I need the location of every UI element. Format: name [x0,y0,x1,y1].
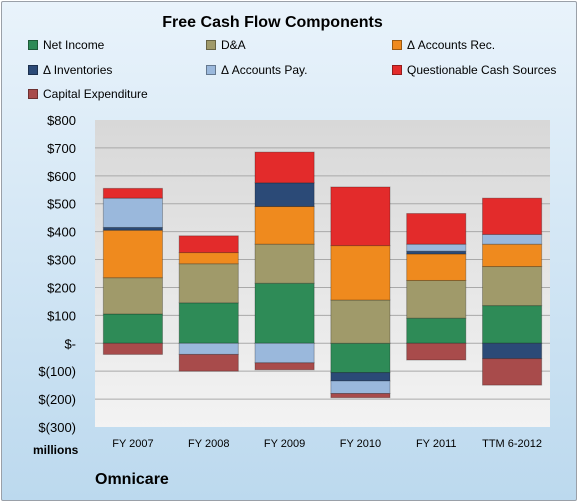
legend-label: Questionable Cash Sources [407,63,557,77]
bar-segment [254,243,315,284]
legend-item-inventories: Δ Inventories [28,62,112,78]
legend-item-questionable-cash: Questionable Cash Sources [392,62,556,78]
y-tick-label: $(100) [38,364,76,379]
legend-swatch [392,65,402,75]
chart-title: Free Cash Flow Components [162,14,383,31]
y-tick-label: $400 [47,225,76,240]
legend-item-accounts-rec: Δ Accounts Rec. [392,37,495,53]
units-label: millions [33,443,79,457]
bar-segment [178,263,239,304]
y-tick-label: $- [64,336,76,351]
bar-segment [482,305,543,344]
bar-segment [102,187,163,199]
y-tick-label: $(200) [38,392,76,407]
bar-segment [482,358,543,386]
legend-swatch [28,40,38,50]
plot-area [95,120,550,427]
bar-segment [178,252,239,265]
bar-segment [178,342,239,355]
bar-segment [254,362,315,371]
y-tick-label: $200 [47,280,76,295]
x-tick-label: FY 2011 [416,438,457,450]
gridlines [95,147,550,400]
bar-segment [330,342,391,374]
y-axis-ticks: $800 $700 $600 $500 $400 $300 $200 $100 $- $(100)… [38,113,76,435]
bar-segment [254,282,315,344]
bar-segment [406,279,467,319]
x-tick-label: FY 2007 [112,438,153,450]
bar-segment [406,317,467,344]
legend-item-accounts-pay: Δ Accounts Pay. [206,62,308,78]
y-tick-label: $800 [47,113,76,128]
y-tick-label: $700 [47,141,76,156]
legend-swatch [206,40,216,50]
bar-segment [482,233,543,245]
legend-label: Capital Expenditure [43,87,148,101]
x-tick-label: FY 2010 [340,438,381,450]
bar-segment [330,393,391,399]
bar-segment [102,313,163,344]
y-tick-label: $100 [47,308,76,323]
y-tick-label: $600 [47,169,76,184]
bar-segment [254,342,315,364]
bar-segment [482,197,543,235]
bar-segment [482,266,543,307]
x-tick-label: FY 2009 [264,438,305,450]
bar-segment [102,229,163,279]
bar-segment [482,243,543,268]
legend-label: Δ Accounts Rec. [407,38,496,52]
bar-segment [178,353,239,372]
legend-label: Δ Inventories [43,63,113,77]
bar-segment [178,235,239,254]
bar-segment [102,277,163,315]
legend-swatch [28,89,38,99]
legend-item-net-income: Net Income [28,37,104,53]
bar-segment [330,245,391,301]
legend-swatch [392,40,402,50]
bar-segment [330,186,391,247]
y-tick-label: $500 [47,197,76,212]
legend-swatch [206,65,216,75]
x-axis-ticks: FY 2007 FY 2008 FY 2009 FY 2010 FY 2011 TTM 6… [112,438,542,450]
bar-segment [254,206,315,245]
bar-segment [254,151,315,184]
bar-segment [330,299,391,344]
bar-segment [102,197,163,228]
legend-label: Δ Accounts Pay. [221,63,308,77]
bar-segment [330,380,391,395]
y-tick-label: $(300) [38,420,76,435]
bar-segment [178,302,239,344]
legend-item-da: D&A [206,37,246,53]
bar-segment [406,342,467,361]
legend-swatch [28,65,38,75]
bar-segment [406,243,467,252]
legend-label: Net Income [43,38,105,52]
x-tick-label: TTM 6-2012 [482,438,542,450]
bar-segment [406,253,467,281]
bar-segment [330,372,391,382]
x-tick-label: FY 2008 [188,438,229,450]
y-tick-label: $300 [47,253,76,268]
legend-item-capex: Capital Expenditure [28,86,148,102]
bar-segment [254,182,315,208]
bar-segment [482,342,543,360]
company-label: Omnicare [95,471,169,488]
bars [102,151,543,399]
legend-label: D&A [221,38,246,52]
bar-segment [102,342,163,355]
bar-segment [406,212,467,245]
